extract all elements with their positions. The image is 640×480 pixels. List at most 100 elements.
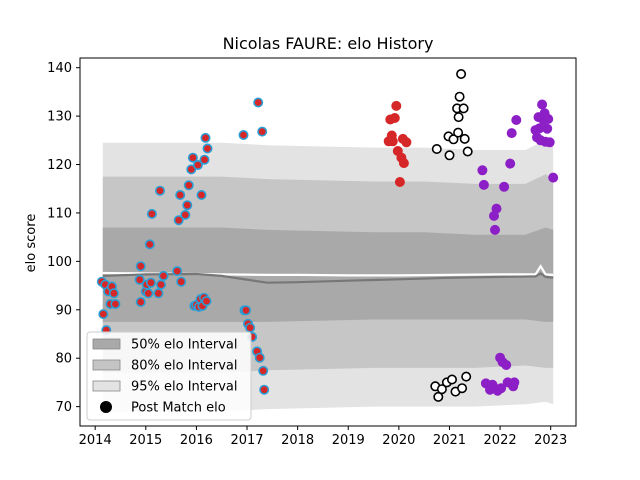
post-match-point <box>462 146 473 157</box>
y-tick-label: 80 <box>55 352 72 367</box>
post-match-point <box>542 123 553 134</box>
post-match-point <box>453 127 464 138</box>
post-match-point <box>180 209 191 220</box>
post-match-point <box>431 144 442 155</box>
post-match-point <box>459 133 470 144</box>
y-tick-label: 130 <box>47 110 72 125</box>
post-match-point <box>499 181 510 192</box>
post-match-point <box>135 296 146 307</box>
post-match-point <box>491 203 502 214</box>
post-match-point <box>153 288 164 299</box>
post-match-point <box>259 384 270 395</box>
x-tick-label: 2020 <box>382 433 415 448</box>
legend-label: 50% elo Interval <box>131 338 238 353</box>
legend-label: 80% elo Interval <box>131 359 238 374</box>
legend-label: 95% elo Interval <box>131 380 238 395</box>
mean-elo-line <box>102 272 554 284</box>
post-match-point <box>187 152 198 163</box>
legend-swatch <box>92 380 121 392</box>
post-match-point <box>401 137 412 148</box>
post-match-point <box>394 177 405 188</box>
post-match-point <box>183 180 194 191</box>
post-match-point <box>158 270 169 281</box>
x-tick-label: 2022 <box>484 433 517 448</box>
post-match-point <box>182 200 193 211</box>
post-match-point <box>175 190 186 201</box>
post-match-point <box>145 277 156 288</box>
post-match-point <box>202 143 213 154</box>
x-tick-label: 2016 <box>180 433 213 448</box>
post-match-point <box>144 239 155 250</box>
post-match-point <box>245 322 256 333</box>
post-match-point <box>454 91 465 102</box>
post-match-point <box>446 374 457 385</box>
post-match-point <box>156 279 167 290</box>
post-match-point <box>456 69 467 80</box>
post-match-point <box>505 158 516 169</box>
x-tick-label: 2019 <box>332 433 365 448</box>
post-match-point <box>146 208 157 219</box>
x-tick-label: 2021 <box>433 433 466 448</box>
axes-frame <box>79 57 577 427</box>
y-tick-label: 100 <box>47 255 72 270</box>
post-match-point <box>477 165 488 176</box>
post-match-point <box>448 134 459 145</box>
post-match-point <box>241 305 252 316</box>
y-tick-label: 110 <box>47 206 72 221</box>
y-tick-label: 90 <box>55 303 72 318</box>
post-match-point <box>192 160 203 171</box>
x-tick-label: 2014 <box>79 433 112 448</box>
post-match-point <box>387 136 398 147</box>
post-match-point <box>134 274 145 285</box>
post-match-point <box>253 97 264 108</box>
post-match-point <box>172 266 183 277</box>
post-match-point <box>173 215 184 226</box>
legend-box <box>86 331 252 421</box>
x-tick-label: 2023 <box>534 433 567 448</box>
x-tick-label: 2018 <box>281 433 314 448</box>
legend-label: Post Match elo <box>131 401 226 416</box>
post-match-point <box>489 224 500 235</box>
post-match-point <box>457 383 468 394</box>
post-match-point <box>257 126 268 137</box>
post-match-point <box>135 261 146 272</box>
x-tick-label: 2015 <box>129 433 162 448</box>
post-match-point <box>544 137 555 148</box>
post-match-point <box>258 365 269 376</box>
post-match-point <box>110 298 121 309</box>
post-match-point <box>391 100 402 111</box>
post-match-point <box>501 359 512 370</box>
post-match-point <box>98 309 109 320</box>
post-match-point <box>506 128 517 139</box>
y-axis-label: elo score <box>24 214 39 273</box>
post-match-point <box>537 99 548 110</box>
x-tick-label: 2017 <box>230 433 263 448</box>
post-match-point <box>201 296 212 307</box>
chart-title: Nicolas FAURE: elo History <box>223 34 434 53</box>
post-match-point <box>453 112 464 123</box>
post-match-point <box>186 164 197 175</box>
post-match-point <box>398 158 409 169</box>
post-match-point <box>496 383 507 394</box>
post-match-point <box>108 288 119 299</box>
y-tick-label: 140 <box>47 61 72 76</box>
post-match-point <box>458 103 469 114</box>
legend: 50% elo Interval 80% elo Interval 95% elo … <box>86 331 252 421</box>
post-match-point <box>155 185 166 196</box>
y-tick-label: 120 <box>47 158 72 173</box>
post-match-point <box>199 154 210 165</box>
post-match-point <box>509 377 520 388</box>
post-match-point <box>461 371 472 382</box>
y-tick-label: 70 <box>55 400 72 415</box>
post-match-point <box>543 114 554 125</box>
legend-marker <box>100 401 112 413</box>
post-match-point <box>176 276 187 287</box>
post-match-point <box>389 113 400 124</box>
post-match-point <box>511 115 522 126</box>
post-match-point <box>143 288 154 299</box>
post-match-point <box>478 179 489 190</box>
post-match-point <box>200 132 211 143</box>
post-match-point <box>433 391 444 402</box>
post-match-point <box>444 150 455 161</box>
